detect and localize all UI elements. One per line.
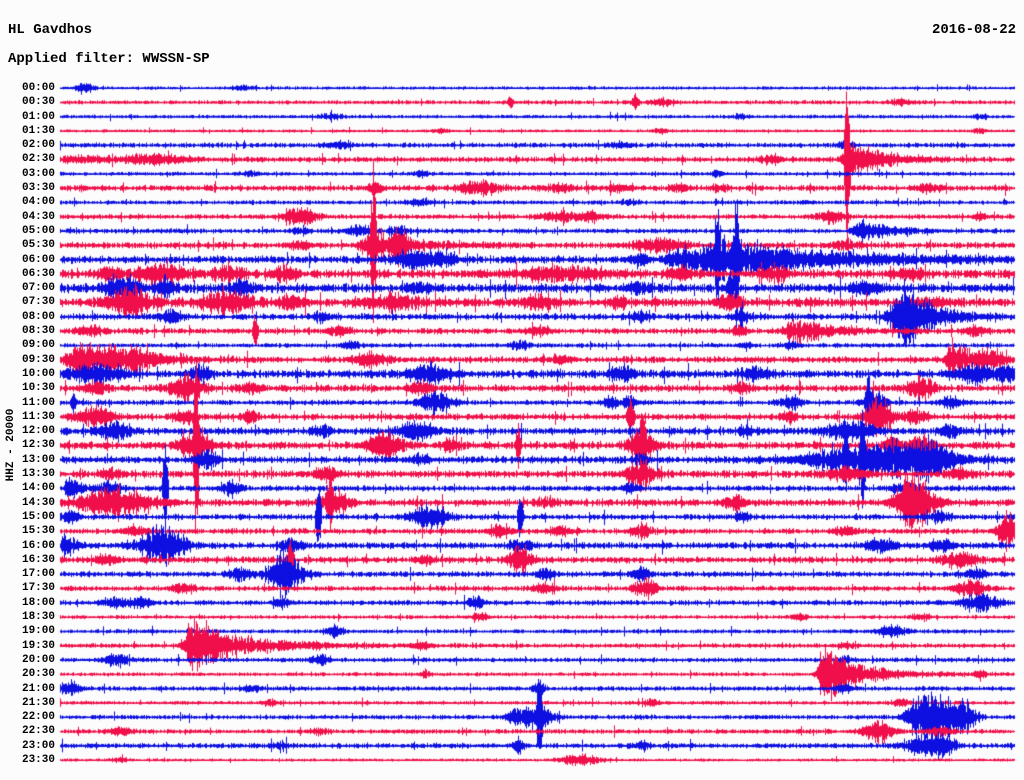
helicorder-traces — [0, 0, 1024, 780]
